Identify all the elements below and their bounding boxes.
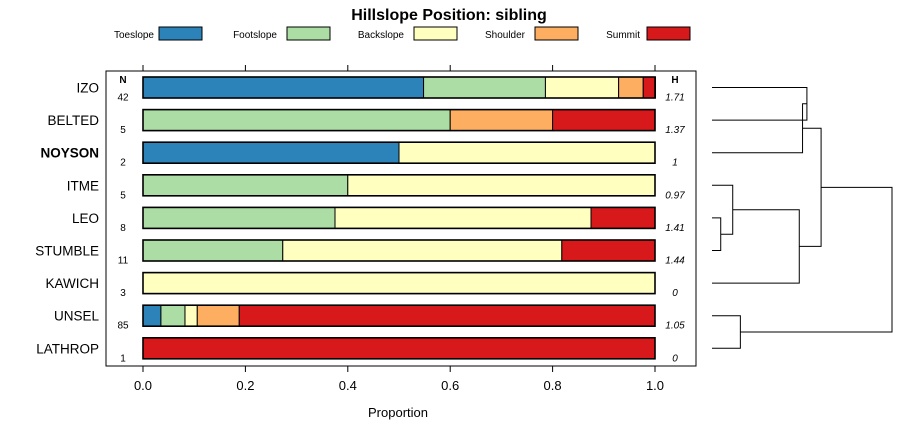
h-value-izo: 1.71 (665, 93, 684, 104)
h-value-kawich: 0 (672, 288, 678, 299)
x-tick-label: 0.0 (134, 378, 152, 393)
legend-label-toeslope: Toeslope (114, 30, 154, 41)
bar-belted-footslope (142, 109, 451, 132)
row-label-itme: ITME (67, 178, 99, 193)
x-tick-label: 1.0 (646, 378, 664, 393)
bar-lathrop-summit (142, 337, 656, 360)
x-axis-title: Proportion (368, 405, 428, 420)
bar-outline-belted (142, 108, 656, 132)
bar-unsel-shoulder (196, 304, 240, 327)
plot-frame (105, 70, 697, 367)
h-header: H (671, 75, 678, 86)
bar-izo-footslope (423, 76, 546, 99)
bar-izo-toeslope (142, 76, 425, 99)
bar-belted-shoulder (449, 109, 554, 132)
x-tick-label: 0.8 (544, 378, 562, 393)
dendrogram-branch (712, 217, 722, 251)
h-value-noyson: 1 (672, 158, 678, 169)
legend-swatch-backslope (413, 26, 458, 41)
bar-itme-backslope (347, 174, 656, 197)
row-label-unsel: UNSEL (54, 309, 100, 324)
legend: Toeslope Footslope Backslope Shoulder Summit (114, 26, 691, 41)
h-value-leo: 1.41 (665, 223, 684, 234)
legend-swatch-toeslope (158, 26, 203, 41)
bar-stumble-summit (561, 239, 656, 262)
row-label-izo: IZO (77, 81, 100, 96)
bar-kawich-backslope (142, 272, 656, 295)
row-label-kawich: KAWICH (46, 276, 100, 291)
dendrogram (712, 87, 893, 349)
bar-noyson-toeslope (142, 141, 400, 164)
n-value-belted: 5 (120, 125, 126, 136)
bar-leo-footslope (142, 206, 336, 229)
legend-swatch-summit (646, 26, 691, 41)
chart-title: Hillslope Position: sibling (351, 7, 547, 24)
n-value-unsel: 85 (117, 321, 129, 332)
bar-outline-leo (142, 206, 656, 230)
bar-leo-backslope (334, 206, 592, 229)
dendrogram-branch (712, 184, 734, 235)
bar-outline-unsel (142, 304, 656, 328)
plot-panel (105, 70, 697, 367)
row-label-noyson: NOYSON (40, 146, 99, 161)
dendrogram-branch (740, 186, 893, 333)
n-value-leo: 8 (120, 223, 126, 234)
dendrogram-branch (712, 209, 800, 284)
bar-leo-summit (590, 206, 656, 229)
bar-outline-kawich (142, 271, 656, 295)
row-label-belted: BELTED (47, 113, 99, 128)
n-value-stumble: 11 (118, 256, 129, 267)
bar-noyson-backslope (398, 141, 656, 164)
dendrogram-branch (712, 87, 808, 121)
x-axis: 0.0 0.2 0.4 0.6 0.8 1.0 (134, 65, 664, 393)
bar-izo-backslope (544, 76, 620, 99)
x-tick-label: 0.2 (236, 378, 254, 393)
bar-unsel-summit (238, 304, 656, 327)
bar-outline-noyson (142, 141, 656, 164)
n-value-noyson: 2 (120, 158, 126, 169)
legend-label-shoulder: Shoulder (485, 30, 526, 41)
n-value-kawich: 3 (120, 288, 126, 299)
h-value-unsel: 1.05 (665, 321, 685, 332)
row-labels: N H IZO 42 1.71 BELTED 5 1.37 NOYSON 2 1 ITME 5 0.97 L… (35, 75, 685, 364)
n-value-itme: 5 (120, 190, 126, 201)
bar-unsel-toeslope (142, 304, 162, 327)
bar-outline-lathrop (142, 336, 656, 360)
bar-unsel-backslope (184, 304, 198, 327)
legend-swatch-shoulder (534, 26, 579, 41)
dendrogram-branch (712, 103, 807, 154)
h-value-stumble: 1.44 (665, 256, 685, 267)
legend-label-summit: Summit (606, 30, 640, 41)
legend-label-footslope: Footslope (233, 30, 277, 41)
bar-outline-izo (142, 76, 656, 99)
h-value-belted: 1.37 (665, 125, 685, 136)
bar-belted-summit (552, 109, 656, 132)
row-label-stumble: STUMBLE (35, 244, 99, 259)
bar-stumble-backslope (282, 239, 563, 262)
bar-stumble-footslope (142, 239, 284, 262)
legend-swatch-footslope (286, 26, 331, 41)
bar-outline-itme (142, 174, 656, 197)
row-label-lathrop: LATHROP (36, 341, 99, 356)
n-header: N (119, 75, 126, 86)
bar-outline-stumble (142, 239, 656, 262)
bar-unsel-footslope (160, 304, 186, 327)
h-value-lathrop: 0 (672, 353, 678, 364)
row-label-leo: LEO (72, 211, 99, 226)
legend-label-backslope: Backslope (358, 30, 405, 41)
n-value-izo: 42 (117, 93, 129, 104)
x-tick-label: 0.4 (339, 378, 357, 393)
h-value-itme: 0.97 (665, 190, 685, 201)
x-tick-label: 0.6 (441, 378, 459, 393)
n-value-lathrop: 1 (120, 353, 126, 364)
bars-group (142, 76, 657, 360)
bar-itme-footslope (142, 174, 349, 197)
bar-izo-shoulder (618, 76, 644, 99)
dendrogram-branch (712, 315, 741, 349)
bar-izo-summit (642, 76, 657, 99)
